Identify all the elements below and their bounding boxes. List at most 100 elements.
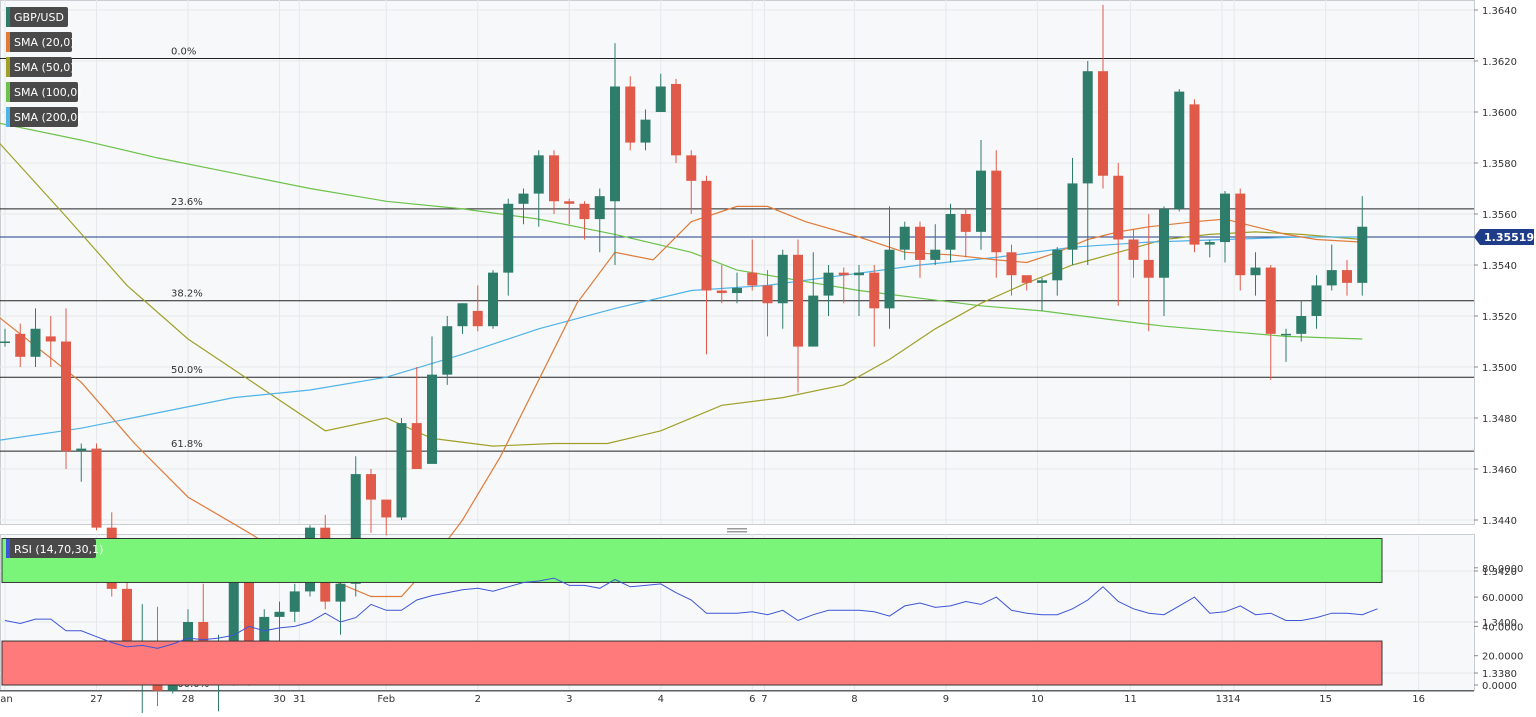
candle-body bbox=[274, 611, 285, 617]
candle bbox=[1006, 244, 1017, 296]
candle-body bbox=[45, 336, 56, 342]
candle bbox=[732, 272, 742, 304]
candle-body bbox=[777, 254, 788, 304]
price-tick-label: 1.3380 bbox=[1482, 669, 1517, 680]
legend-item-box bbox=[6, 57, 72, 77]
candle-body bbox=[747, 272, 758, 286]
candle-body bbox=[579, 203, 590, 220]
rsi-overbought-zone bbox=[1, 538, 1383, 583]
rsi-legend-label: RSI (14,70,30,1) bbox=[14, 543, 103, 556]
candle bbox=[1189, 99, 1200, 253]
candle-body bbox=[1296, 316, 1307, 334]
rsi-tick-label: 40.0000 bbox=[1482, 622, 1523, 633]
candle-body bbox=[1067, 183, 1078, 250]
candle bbox=[91, 443, 102, 531]
date-tick-label: 7 bbox=[761, 694, 767, 705]
current-price-value: 1.35519 bbox=[1484, 231, 1534, 244]
candle bbox=[1220, 191, 1230, 263]
price-tick-label: 1.3640 bbox=[1482, 6, 1517, 17]
legend-item-box bbox=[6, 107, 78, 127]
legend-item[interactable]: SMA (50,0) bbox=[6, 57, 75, 77]
candle-body bbox=[518, 193, 529, 204]
date-tick-label: 2 bbox=[475, 694, 481, 705]
candle-body bbox=[0, 341, 10, 343]
candle bbox=[579, 201, 590, 240]
candle-body bbox=[1128, 239, 1139, 260]
candle-body bbox=[366, 474, 376, 500]
candle-body bbox=[1326, 270, 1337, 286]
legend-item[interactable]: SMA (20,0) bbox=[6, 32, 75, 52]
candle-body bbox=[1311, 285, 1322, 316]
candle bbox=[564, 198, 575, 225]
legend-item-label: SMA (100,0) bbox=[14, 86, 82, 99]
pane-splitter-handle[interactable] bbox=[727, 531, 747, 533]
candle bbox=[1082, 61, 1093, 265]
price-tick-label: 1.3520 bbox=[1482, 312, 1517, 323]
rsi-tick-label: 60.0000 bbox=[1482, 593, 1523, 604]
candle-body bbox=[594, 196, 605, 220]
date-tick-label: 13 bbox=[1216, 694, 1229, 705]
candle-body bbox=[915, 226, 925, 260]
main-pane bbox=[0, 0, 1475, 525]
candle-body bbox=[1265, 267, 1276, 334]
candle bbox=[716, 265, 727, 304]
candle bbox=[1067, 157, 1078, 265]
sma-100-line bbox=[0, 122, 1363, 340]
legend-item-swatch bbox=[6, 32, 10, 52]
candle-body bbox=[930, 249, 941, 260]
fibonacci-level-label: 61.8% bbox=[171, 439, 203, 450]
candle-body bbox=[976, 170, 986, 232]
candle-body bbox=[762, 285, 773, 304]
candle-body bbox=[427, 374, 437, 464]
rsi-tick-label: 80.0000 bbox=[1482, 564, 1523, 575]
date-tick-label: 8 bbox=[851, 694, 857, 705]
candle bbox=[61, 308, 71, 469]
date-tick-label: 30 bbox=[273, 694, 286, 705]
candle-body bbox=[854, 272, 864, 276]
date-tick-label: 9 bbox=[943, 694, 949, 705]
candle bbox=[899, 221, 910, 260]
candle-body bbox=[381, 499, 392, 518]
legend-item[interactable]: SMA (100,0) bbox=[6, 82, 82, 102]
candle bbox=[274, 601, 285, 648]
candle bbox=[30, 308, 41, 367]
fibonacci-level-label: 0.0% bbox=[171, 46, 196, 57]
candle-body bbox=[945, 214, 956, 250]
rsi-layer bbox=[1, 538, 1383, 686]
date-tick-label: 16 bbox=[1412, 694, 1425, 705]
candle bbox=[1235, 188, 1246, 291]
legend-item-swatch bbox=[6, 107, 10, 127]
rsi-oversold-zone bbox=[1, 640, 1383, 686]
candle bbox=[1052, 247, 1063, 296]
candle-body bbox=[823, 272, 834, 296]
candle bbox=[808, 252, 819, 347]
candle bbox=[1098, 4, 1108, 189]
candle bbox=[335, 576, 346, 635]
legend-item[interactable]: GBP/USD bbox=[6, 7, 68, 27]
candle-body bbox=[198, 622, 209, 653]
candle bbox=[381, 499, 392, 536]
candle-body bbox=[335, 583, 346, 602]
rsi-legend-swatch bbox=[6, 539, 10, 558]
candle bbox=[1250, 252, 1261, 296]
candle bbox=[1159, 206, 1169, 316]
legend-item-label: SMA (50,0) bbox=[14, 61, 75, 74]
price-tick-label: 1.3560 bbox=[1482, 210, 1517, 221]
date-tick-label: 31 bbox=[293, 694, 306, 705]
candle bbox=[854, 265, 864, 316]
candle-body bbox=[686, 155, 697, 181]
axis-layer: 1.3640 1.3620 1.3600 1.3580 1.3560 1.3540 1.35… bbox=[0, 6, 1534, 705]
legend-layer: RSI (14,70,30,1) GBP/USD SMA (20,0) SMA (50… bbox=[6, 7, 103, 558]
legend-item-box bbox=[6, 7, 68, 27]
date-tick-label: 10 bbox=[1031, 694, 1044, 705]
legend-item[interactable]: SMA (200,0) bbox=[6, 107, 82, 127]
legend-item-swatch bbox=[6, 7, 10, 27]
pane-splitter-handle[interactable] bbox=[727, 528, 747, 530]
candle-body bbox=[91, 448, 102, 528]
legend-item-swatch bbox=[6, 82, 10, 102]
candle bbox=[1281, 328, 1291, 362]
candle bbox=[1326, 244, 1337, 291]
candle-body bbox=[122, 588, 132, 658]
price-tick-label: 1.3580 bbox=[1482, 159, 1517, 170]
candle-body bbox=[1235, 193, 1246, 276]
